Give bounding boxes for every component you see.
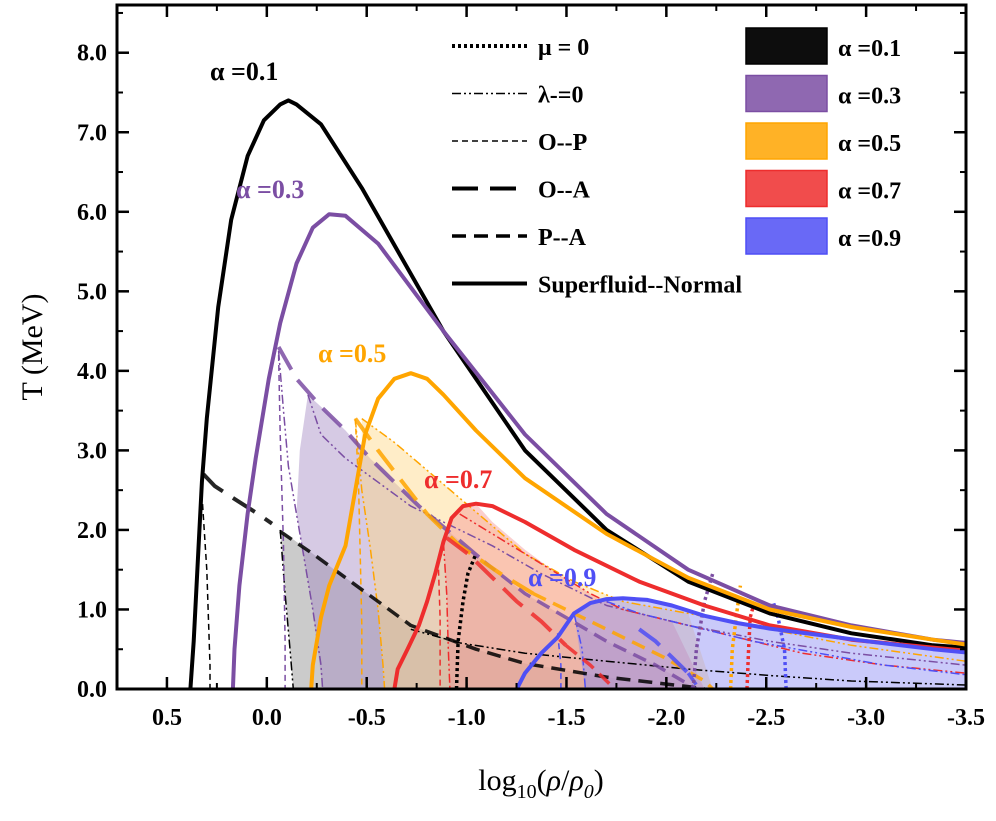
o-p-curve-series-4 <box>556 633 562 689</box>
superfluid-normal-curve-series-1 <box>230 212 966 689</box>
p-a-curve-series-2 <box>532 592 714 689</box>
legend-label-thin-dashed: O--P <box>538 130 587 156</box>
o-a-curve-series-2 <box>353 417 535 596</box>
y-tick-label: 0.0 <box>77 677 107 703</box>
plot-frame <box>115 3 968 691</box>
legend-alpha-label-1: α =0.3 <box>838 84 901 110</box>
legend-swatch-3 <box>745 169 828 208</box>
lambda-zero-curve-series-2 <box>354 418 386 689</box>
legend-alpha-label-3: α =0.7 <box>838 179 901 205</box>
legend-alpha-label-0: α =0.1 <box>838 36 901 62</box>
curve-label-2: α =0.5 <box>318 339 386 368</box>
y-tick-label: 8.0 <box>77 41 107 67</box>
y-tick-label: 3.0 <box>77 438 107 464</box>
o-a-curve-series-4 <box>638 627 690 675</box>
x-tick-label: -0.5 <box>348 705 386 731</box>
x-tick-label: -2.0 <box>647 705 685 731</box>
lambda-zero-curve-series-1 <box>277 350 324 689</box>
superfluid-normal-curve-series-4 <box>515 596 966 689</box>
legend-swatch-0 <box>745 27 828 65</box>
y-tick-label: 2.0 <box>77 518 107 544</box>
mu-zero-curve-series-0 <box>454 553 478 689</box>
p-a-curve-series-4 <box>686 672 700 689</box>
x-tick-label: -1.0 <box>448 705 486 731</box>
legend-swatch-1 <box>745 74 828 113</box>
x-tick-label: 0.0 <box>252 705 282 731</box>
phase-curves <box>188 98 966 689</box>
x-tick-label: -1.5 <box>547 705 585 731</box>
legend-label-dotted: μ = 0 <box>538 35 589 61</box>
region-alpha-ee2d2d-3 <box>443 503 705 689</box>
legend-label-dashed: P--A <box>538 225 587 251</box>
mu-zero-curve-series-3 <box>745 605 756 689</box>
o-p-curve-series-2 <box>354 418 363 689</box>
lambda-tail-curve-series-1 <box>307 394 966 666</box>
x-tick-label: -3.0 <box>847 705 885 731</box>
legend-label-dashdotdot: λ-=0 <box>538 83 583 109</box>
legend-alpha-label-4: α =0.9 <box>838 226 901 252</box>
o-p-curve-series-3 <box>437 569 441 689</box>
x-tick-label: -3.5 <box>947 705 985 731</box>
legend-label-solid: Superfluid--Normal <box>538 273 742 299</box>
y-tick-label: 6.0 <box>77 200 107 226</box>
x-tick-label: -2.5 <box>747 705 785 731</box>
legend-label-long-dashed: O--A <box>538 178 591 204</box>
y-axis-title: T (MeV) <box>16 294 49 401</box>
lambda-tail-curve-series-4 <box>606 600 966 676</box>
legend-alpha-label-2: α =0.5 <box>838 131 901 157</box>
legend: μ = 0 λ-=0 O--P O--A P--A Superfluid--Normal α… <box>452 27 901 299</box>
superfluid-normal-curve-series-0 <box>188 98 966 689</box>
x-tick-label: 0.5 <box>152 705 182 731</box>
axes: 0.5 0.0 -0.5 -1.0 -1.5 -2.0 -2.5 -3.0 -3.5 0.0 1.0… <box>16 3 985 803</box>
legend-swatch-4 <box>745 217 828 255</box>
lambda-zero-curve-series-0 <box>279 529 295 689</box>
o-p-curve-series-0 <box>201 494 211 689</box>
curve-label-1: α =0.3 <box>236 175 304 204</box>
superfluid-normal-curve-series-2 <box>309 371 966 689</box>
o-a-curve-series-3 <box>445 536 568 647</box>
y-tick-label: 4.0 <box>77 359 107 385</box>
legend-swatch-2 <box>745 122 828 160</box>
o-a-curve-series-0 <box>202 472 274 526</box>
lambda-zero-curve-series-3 <box>442 541 451 689</box>
superfluid-normal-curve-series-3 <box>392 501 966 689</box>
o-p-curve-series-1 <box>277 354 286 689</box>
y-tick-label: 1.0 <box>77 597 107 623</box>
y-tick-label: 7.0 <box>77 120 107 146</box>
curve-label-4: α =0.9 <box>528 563 596 592</box>
x-axis-title: log10(ρ/ρ0) <box>478 764 604 803</box>
region-alpha-ffa500-2 <box>361 418 713 689</box>
curve-label-0: α =0.1 <box>210 57 278 86</box>
p-a-curve-series-1 <box>483 560 698 689</box>
y-tick-label: 5.0 <box>77 279 107 305</box>
curve-labels: α =0.1 α =0.3 α =0.5 α =0.7 α =0.9 <box>210 57 596 592</box>
lambda-tail-curve-series-3 <box>459 513 966 674</box>
lambda-tail-curve-series-0 <box>410 628 966 686</box>
curve-label-3: α =0.7 <box>424 465 492 494</box>
